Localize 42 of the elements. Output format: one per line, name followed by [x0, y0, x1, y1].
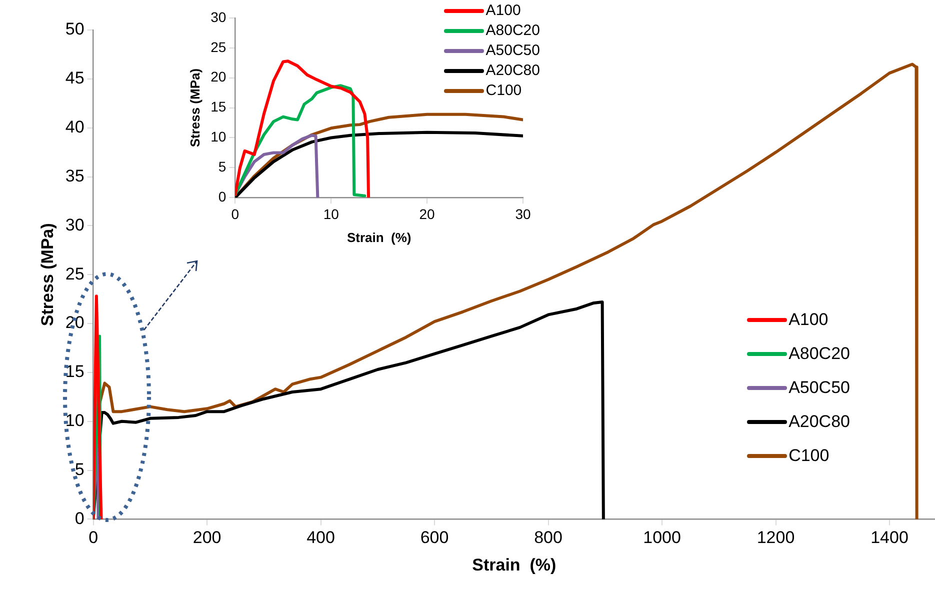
y-tick-label: 5: [74, 460, 84, 479]
legend-label: A80C20: [788, 344, 850, 364]
x-tick-label: 0: [88, 528, 98, 548]
y-tick-label: 25: [65, 264, 84, 284]
legend-label: A20C80: [788, 412, 850, 432]
legend-label: A100: [486, 2, 521, 19]
legend-label: A100: [788, 310, 828, 330]
x-axis-title: Strain (%): [472, 555, 556, 574]
y-tick-label: 35: [65, 166, 84, 186]
legend-label: A50C50: [788, 378, 850, 398]
x-tick-label: 0: [231, 206, 240, 222]
y-tick-label: 25: [210, 38, 226, 55]
legend-label: C100: [486, 82, 522, 99]
y-tick-label: 50: [65, 20, 84, 39]
y-tick-label: 10: [65, 411, 84, 430]
y-tick-label: 20: [210, 68, 226, 85]
legend-label: C100: [788, 446, 830, 466]
y-tick-label: 30: [210, 8, 226, 25]
x-axis-title: Strain (%): [346, 230, 412, 245]
x-tick-label: 1000: [643, 528, 681, 548]
y-axis-title: Stress (MPa): [38, 223, 57, 326]
y-tick-label: 45: [65, 68, 84, 88]
y-tick-label: 15: [65, 362, 84, 382]
x-tick-label: 800: [534, 528, 562, 548]
x-tick-label: 1400: [870, 528, 908, 548]
x-tick-label: 1200: [756, 528, 795, 548]
x-tick-label: 20: [419, 206, 436, 222]
legend-label: A50C50: [486, 42, 540, 59]
y-tick-label: 0: [218, 188, 226, 204]
x-tick-label: 600: [420, 528, 449, 548]
x-tick-label: 30: [515, 206, 531, 222]
y-axis-title: Stress (MPa): [187, 68, 202, 148]
legend-label: A20C80: [486, 62, 540, 79]
x-tick-label: 200: [192, 528, 222, 548]
legend-label: A80C20: [486, 22, 540, 39]
y-tick-label: 15: [210, 98, 226, 115]
y-tick-label: 0: [74, 508, 84, 528]
y-tick-label: 5: [218, 158, 226, 175]
x-tick-label: 400: [306, 528, 335, 548]
y-tick-label: 10: [210, 128, 226, 145]
y-tick-label: 40: [65, 118, 84, 137]
x-tick-label: 10: [323, 206, 340, 222]
